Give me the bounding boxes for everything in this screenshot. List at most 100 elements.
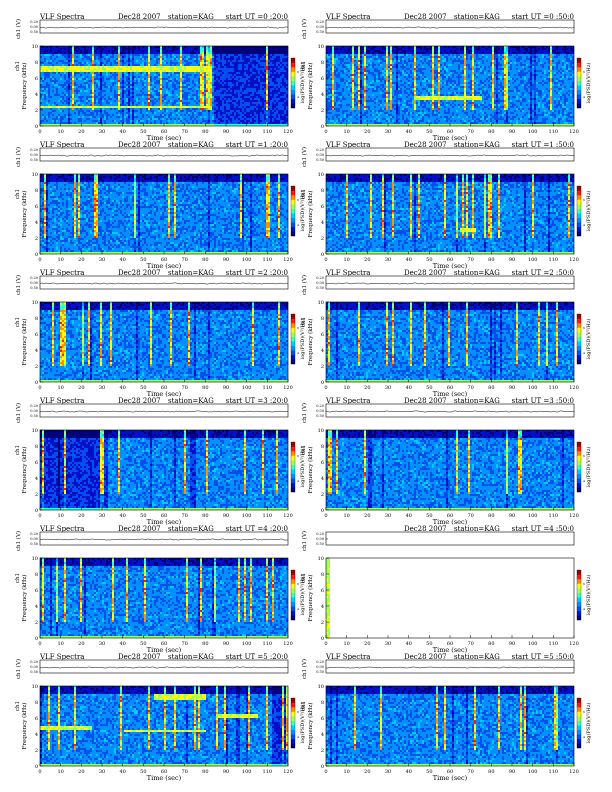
spectrogram-cell xyxy=(114,52,116,54)
spectrogram-cell xyxy=(94,96,96,98)
spectrogram-cell xyxy=(40,56,42,58)
spectrogram-cell xyxy=(68,122,70,124)
spectrogram-cell xyxy=(112,90,114,92)
spectrogram-cell xyxy=(92,60,94,62)
spectrogram-cell xyxy=(94,88,96,90)
spectrogram-cell xyxy=(118,80,120,82)
spectrogram-cell xyxy=(72,72,74,74)
spectrogram-cell xyxy=(82,66,84,68)
spectrogram-cell xyxy=(74,112,76,114)
spectrogram-sheet: VLF Spectra Dec28 2007 station=KAG start UT… xyxy=(0,0,612,792)
spectrogram-cell xyxy=(88,56,90,58)
spectrogram-cell xyxy=(100,82,102,84)
spectrogram-cell xyxy=(98,112,100,114)
spectrogram-cell xyxy=(112,80,114,82)
spectrogram-cell xyxy=(80,68,82,70)
spectrogram-cell xyxy=(52,68,54,70)
spectrogram-cell xyxy=(68,72,70,74)
spectrogram-cell xyxy=(94,74,96,76)
spectrogram-cell xyxy=(64,52,66,54)
spectrogram-cell xyxy=(52,102,54,104)
spectrogram-cell xyxy=(54,106,56,108)
spectrogram-cell xyxy=(44,116,46,118)
spectrogram-cell xyxy=(86,62,88,64)
spectrogram-cell xyxy=(68,46,70,48)
spectrogram-cell xyxy=(48,122,50,124)
spectrogram-cell xyxy=(76,114,78,116)
spectrogram-cell xyxy=(66,102,68,104)
spectrogram-cell xyxy=(52,84,54,86)
spectrogram-cell xyxy=(104,52,106,54)
spectrogram-cell xyxy=(44,84,46,86)
spectrogram-cell xyxy=(78,120,80,122)
spectrogram-cell xyxy=(88,102,90,104)
spectrogram-cell xyxy=(82,46,84,48)
spectrogram-cell xyxy=(114,56,116,58)
spectrogram-cell xyxy=(48,120,50,122)
spectrogram-cell xyxy=(100,88,102,90)
spectrogram-cell xyxy=(42,108,44,110)
spectrogram-cell xyxy=(114,60,116,62)
spectrogram-cell xyxy=(102,98,104,100)
spectrogram-cell xyxy=(54,120,56,122)
spectrogram-cell xyxy=(100,58,102,60)
spectrogram-cell xyxy=(118,114,120,116)
spectrogram-cell xyxy=(58,118,60,120)
spectrogram-cell xyxy=(120,88,122,90)
spectrogram-cell xyxy=(62,56,64,58)
spectrogram-cell xyxy=(86,116,88,118)
spectrogram-cell xyxy=(118,116,120,118)
spectrogram-cell xyxy=(116,54,118,56)
spectrogram-cell xyxy=(118,112,120,114)
spectrogram-cell xyxy=(48,110,50,112)
spectrogram-cell xyxy=(116,102,118,104)
spectrogram-cell xyxy=(104,90,106,92)
spectrogram-cell xyxy=(88,72,90,74)
spectrogram-cell xyxy=(98,90,100,92)
spectrogram-cell xyxy=(84,112,86,114)
spectrogram-cell xyxy=(120,98,122,100)
spectrogram-cell xyxy=(118,76,120,78)
spectrogram-cell xyxy=(46,52,48,54)
spectrogram-cell xyxy=(118,98,120,100)
spectrogram-cell xyxy=(86,88,88,90)
spectrogram-cell xyxy=(120,122,122,124)
spectrogram-cell xyxy=(94,98,96,100)
spectrogram-cell xyxy=(104,56,106,58)
spectrogram-cell xyxy=(88,46,90,48)
spectrogram-cell xyxy=(56,82,58,84)
spectrogram-cell xyxy=(50,114,52,116)
spectrogram-cell xyxy=(84,86,86,88)
spectrogram-cell xyxy=(64,100,66,102)
spectrogram-cell xyxy=(118,90,120,92)
spectrogram-cell xyxy=(96,114,98,116)
spectrogram-cell xyxy=(68,88,70,90)
spectrogram-cell xyxy=(54,114,56,116)
spectrogram-cell xyxy=(108,100,110,102)
spectrogram-cell xyxy=(56,84,58,86)
spectrogram-cell xyxy=(56,112,58,114)
spectrogram-cell xyxy=(58,86,60,88)
spectrogram-cell xyxy=(116,58,118,60)
spectrogram-cell xyxy=(100,54,102,56)
spectrogram-cell xyxy=(42,110,44,112)
spectrogram-cell xyxy=(96,110,98,112)
spectrogram-cell xyxy=(114,114,116,116)
spectrogram-cell xyxy=(72,112,74,114)
spectrogram-cell xyxy=(86,70,88,72)
spectrogram-cell xyxy=(96,94,98,96)
spectrogram-cell xyxy=(78,64,80,66)
spectrogram-cell xyxy=(94,86,96,88)
waveform-tick-label: 0.20 xyxy=(30,20,38,24)
spectrogram-cell xyxy=(114,104,116,106)
spectrogram-cell xyxy=(120,70,122,72)
spectrogram-cell xyxy=(72,108,74,110)
spectrogram-cell xyxy=(70,112,72,114)
spectrogram-cell xyxy=(50,52,52,54)
spectrogram-cell xyxy=(42,48,44,50)
spectrogram-cell xyxy=(120,46,122,48)
spectrogram-cell xyxy=(62,100,64,102)
spectrogram-cell xyxy=(106,104,108,106)
spectrogram-cell xyxy=(46,80,48,82)
spectrogram-cell xyxy=(64,94,66,96)
